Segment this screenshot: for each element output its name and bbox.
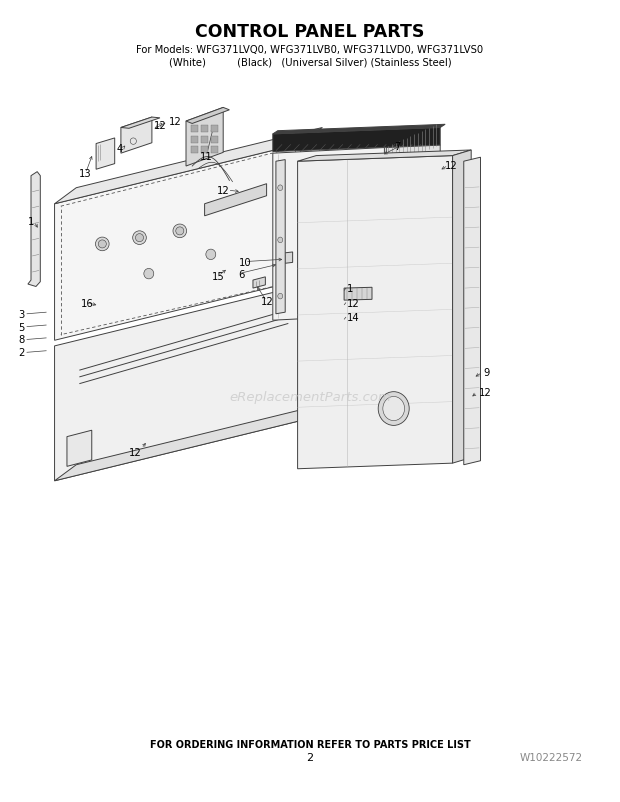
Text: 6: 6 (239, 269, 245, 279)
Text: 14: 14 (347, 313, 360, 322)
Bar (191, 136, 198, 144)
Ellipse shape (278, 185, 283, 191)
Ellipse shape (176, 228, 184, 236)
Polygon shape (55, 405, 322, 481)
Bar (201, 136, 208, 144)
Text: 13: 13 (79, 169, 92, 179)
Text: 12: 12 (154, 121, 167, 131)
Polygon shape (273, 148, 384, 321)
Text: 12: 12 (260, 297, 273, 306)
Bar (201, 126, 208, 133)
Text: 1: 1 (347, 284, 353, 294)
Text: 2: 2 (19, 348, 25, 358)
Polygon shape (55, 286, 301, 481)
Polygon shape (205, 184, 267, 217)
Text: CONTROL PANEL PARTS: CONTROL PANEL PARTS (195, 23, 425, 41)
Polygon shape (55, 128, 322, 205)
Text: 8: 8 (19, 335, 25, 345)
Polygon shape (121, 118, 160, 129)
Polygon shape (453, 151, 471, 464)
Ellipse shape (278, 237, 283, 244)
Text: 1: 1 (28, 217, 34, 227)
Ellipse shape (99, 241, 107, 249)
Polygon shape (464, 158, 480, 465)
Bar (211, 136, 218, 144)
Polygon shape (253, 277, 265, 289)
Bar (211, 126, 218, 133)
Polygon shape (273, 125, 445, 135)
Text: 12: 12 (479, 388, 492, 398)
Bar (191, 126, 198, 133)
Text: 12: 12 (445, 161, 458, 171)
Bar (191, 147, 198, 154)
Polygon shape (96, 139, 115, 170)
Polygon shape (279, 253, 293, 265)
Polygon shape (301, 270, 322, 421)
Ellipse shape (135, 234, 144, 242)
Text: 5: 5 (19, 322, 25, 332)
Text: eReplacementParts.com: eReplacementParts.com (229, 391, 391, 403)
Text: 12: 12 (216, 186, 229, 196)
Text: FOR ORDERING INFORMATION REFER TO PARTS PRICE LIST: FOR ORDERING INFORMATION REFER TO PARTS … (149, 739, 471, 749)
Text: For Models: WFG371LVQ0, WFG371LVB0, WFG371LVD0, WFG371LVS0: For Models: WFG371LVQ0, WFG371LVB0, WFG3… (136, 45, 484, 55)
Polygon shape (276, 160, 285, 314)
Text: 12: 12 (169, 117, 182, 127)
Polygon shape (298, 151, 471, 162)
Ellipse shape (173, 225, 187, 238)
Ellipse shape (378, 392, 409, 426)
Text: 15: 15 (212, 272, 225, 282)
Text: 11: 11 (200, 152, 213, 161)
Ellipse shape (206, 249, 216, 260)
Text: W10222572: W10222572 (520, 752, 583, 762)
Ellipse shape (144, 269, 154, 280)
Bar (211, 147, 218, 154)
Text: 9: 9 (484, 368, 490, 378)
Polygon shape (344, 288, 372, 301)
Ellipse shape (95, 237, 109, 252)
Text: 16: 16 (81, 298, 94, 308)
Polygon shape (186, 108, 229, 124)
Text: 7: 7 (394, 142, 400, 152)
Text: 4: 4 (117, 144, 123, 154)
Ellipse shape (383, 397, 404, 421)
Text: 2: 2 (306, 752, 314, 762)
Ellipse shape (133, 232, 146, 245)
Text: 12: 12 (347, 298, 360, 308)
Polygon shape (55, 144, 301, 341)
Text: (White)          (Black)   (Universal Silver) (Stainless Steel): (White) (Black) (Universal Silver) (Stai… (169, 58, 451, 67)
Bar (201, 147, 208, 154)
Ellipse shape (278, 294, 283, 299)
Polygon shape (121, 118, 152, 154)
Polygon shape (386, 146, 440, 170)
Polygon shape (67, 431, 92, 467)
Polygon shape (273, 128, 440, 152)
Polygon shape (298, 156, 453, 469)
Polygon shape (186, 108, 223, 167)
Text: 3: 3 (19, 310, 25, 319)
Polygon shape (28, 172, 40, 287)
Text: 12: 12 (129, 448, 141, 457)
Text: 10: 10 (239, 257, 251, 267)
